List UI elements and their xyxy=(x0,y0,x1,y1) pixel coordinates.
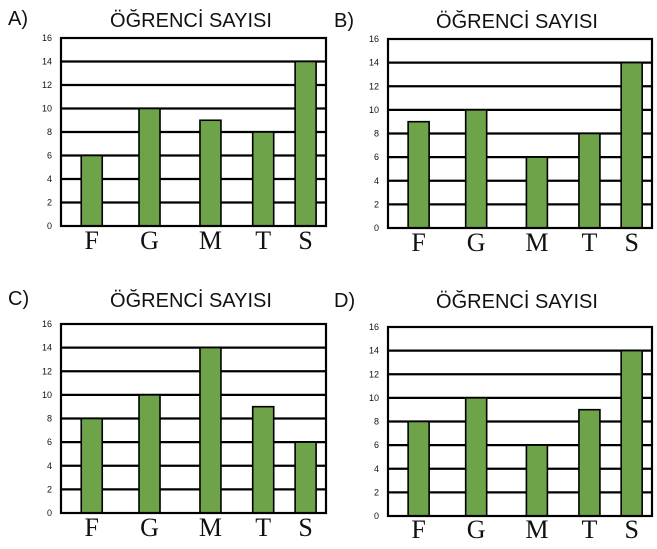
plot-frame-d xyxy=(386,325,654,518)
y-tick-label-a-2: 2 xyxy=(47,198,52,208)
x-tick-label-c-f: F xyxy=(85,513,99,542)
bar-b-m xyxy=(525,156,549,229)
y-tick-label-c-4: 4 xyxy=(47,461,52,471)
y-tick-label-b-12: 12 xyxy=(369,81,379,91)
y-tick-label-a-0: 0 xyxy=(47,221,52,231)
x-tick-label-b-g: G xyxy=(467,228,486,257)
y-tick-label-a-8: 8 xyxy=(47,127,52,137)
y-tick-label-b-10: 10 xyxy=(369,105,379,115)
y-tick-label-d-4: 4 xyxy=(374,464,379,474)
x-tick-label-c-g: G xyxy=(140,513,159,542)
y-tick-label-c-0: 0 xyxy=(47,508,52,518)
bar-b-f xyxy=(407,120,430,229)
y-tick-label-a-4: 4 xyxy=(47,174,52,184)
chart-title-c: ÖĞRENCİ SAYISI xyxy=(110,289,272,312)
y-tick-label-a-16: 16 xyxy=(42,33,52,43)
x-tick-label-a-t: T xyxy=(255,226,271,255)
y-tick-label-c-2: 2 xyxy=(47,484,52,494)
x-tick-label-c-m: M xyxy=(199,513,222,542)
y-tick-label-b-0: 0 xyxy=(374,223,379,233)
option-label-c: C) xyxy=(8,288,29,310)
y-tick-label-d-16: 16 xyxy=(369,322,379,332)
y-tick-label-d-0: 0 xyxy=(374,511,379,521)
y-tick-label-d-2: 2 xyxy=(374,487,379,497)
bar-a-g xyxy=(138,107,161,227)
x-tick-label-c-s: S xyxy=(298,513,312,542)
y-tick-label-a-10: 10 xyxy=(42,104,52,114)
option-label-d: D) xyxy=(334,290,355,312)
y-tick-label-d-10: 10 xyxy=(369,393,379,403)
bar-a-s xyxy=(294,60,317,227)
y-tick-label-c-8: 8 xyxy=(47,414,52,424)
x-tick-label-c-t: T xyxy=(255,513,271,542)
bar-b-t xyxy=(578,132,601,229)
x-tick-label-d-g: G xyxy=(467,515,486,544)
y-tick-label-d-8: 8 xyxy=(374,417,379,427)
y-tick-label-b-2: 2 xyxy=(374,199,379,209)
y-tick-label-b-6: 6 xyxy=(374,152,379,162)
plot-frame-c xyxy=(59,322,328,515)
bar-c-t xyxy=(251,405,275,514)
y-tick-label-c-12: 12 xyxy=(42,366,52,376)
y-tick-label-c-14: 14 xyxy=(42,343,52,353)
bar-b-s xyxy=(620,61,643,229)
bar-a-f xyxy=(80,154,104,227)
y-tick-label-c-10: 10 xyxy=(42,390,52,400)
option-label-b: B) xyxy=(334,10,354,32)
chart-title-d: ÖĞRENCİ SAYISI xyxy=(436,290,598,313)
plot-frame-a xyxy=(59,36,328,228)
bar-d-m xyxy=(525,444,549,517)
y-tick-label-a-14: 14 xyxy=(42,57,52,67)
y-tick-label-a-6: 6 xyxy=(47,151,52,161)
x-tick-label-d-t: T xyxy=(581,515,597,544)
x-tick-label-a-f: F xyxy=(85,226,99,255)
x-tick-label-d-s: S xyxy=(624,515,638,544)
bar-c-f xyxy=(80,417,104,514)
x-tick-label-b-m: M xyxy=(525,228,548,257)
x-tick-label-b-s: S xyxy=(624,228,638,257)
bar-c-m xyxy=(199,346,222,514)
chart-title-b: ÖĞRENCİ SAYISI xyxy=(436,10,598,33)
y-tick-label-d-12: 12 xyxy=(369,369,379,379)
x-tick-label-b-t: T xyxy=(581,228,597,257)
y-tick-label-b-4: 4 xyxy=(374,176,379,186)
x-tick-label-d-m: M xyxy=(525,515,548,544)
bar-a-t xyxy=(251,131,275,227)
y-tick-label-a-12: 12 xyxy=(42,80,52,90)
x-tick-label-a-g: G xyxy=(140,226,159,255)
bar-c-s xyxy=(294,441,317,514)
x-tick-label-b-f: F xyxy=(411,228,425,257)
x-tick-label-a-s: S xyxy=(298,226,312,255)
bar-d-t xyxy=(578,408,601,517)
plot-frame-b xyxy=(386,37,654,230)
chart-title-a: ÖĞRENCİ SAYISI xyxy=(110,9,272,32)
bar-d-s xyxy=(620,349,643,517)
bar-d-g xyxy=(464,397,488,517)
bar-a-m xyxy=(199,119,222,227)
bar-b-g xyxy=(464,109,488,229)
x-tick-label-a-m: M xyxy=(199,226,222,255)
y-tick-label-c-16: 16 xyxy=(42,319,52,329)
y-tick-label-b-8: 8 xyxy=(374,129,379,139)
y-tick-label-c-6: 6 xyxy=(47,437,52,447)
y-tick-label-b-14: 14 xyxy=(369,58,379,68)
bar-c-g xyxy=(138,394,161,514)
y-tick-label-d-14: 14 xyxy=(369,346,379,356)
option-label-a: A) xyxy=(8,8,28,30)
bar-d-f xyxy=(407,420,430,517)
y-tick-label-d-6: 6 xyxy=(374,440,379,450)
x-tick-label-d-f: F xyxy=(411,515,425,544)
y-tick-label-b-16: 16 xyxy=(369,34,379,44)
